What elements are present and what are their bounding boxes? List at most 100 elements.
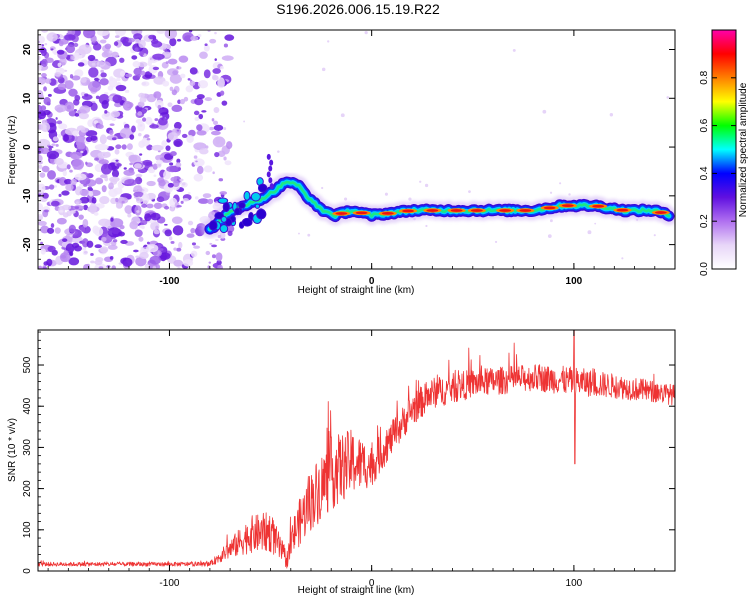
noise-speckle (95, 177, 104, 185)
noise-speckle (108, 182, 114, 190)
ridge-hotspot-core (499, 209, 512, 212)
noise-speckle (211, 244, 218, 248)
noise-speckle (38, 154, 43, 163)
noise-speckle (199, 51, 208, 59)
noise-speckle (131, 55, 138, 60)
noise-speckle (212, 68, 221, 74)
figure-title: S196.2026.006.15.19.R22 (276, 1, 440, 17)
noise-speckle (208, 261, 212, 264)
snr-y-tick-label: 400 (22, 397, 33, 414)
noise-speckle (100, 69, 104, 73)
noise-speckle (549, 219, 553, 223)
noise-speckle (73, 42, 79, 47)
ridge-hotspot-core (543, 206, 556, 210)
noise-speckle (64, 101, 75, 113)
noise-speckle (176, 129, 180, 132)
noise-speckle (90, 260, 95, 264)
noise-speckle (64, 80, 74, 90)
noise-speckle (138, 92, 145, 98)
noise-speckle (155, 159, 164, 165)
noise-speckle (186, 134, 194, 143)
noise-speckle (223, 127, 227, 131)
noise-speckle (653, 234, 656, 237)
noise-speckle (50, 200, 60, 207)
noise-speckle (38, 65, 42, 72)
noise-speckle (217, 234, 222, 239)
noise-speckle (221, 100, 228, 106)
noise-speckle (71, 75, 81, 81)
noise-speckle (47, 227, 55, 234)
noise-speckle (147, 59, 152, 67)
noise-speckle (187, 192, 191, 195)
noise-speckle (194, 97, 204, 106)
noise-speckle (213, 124, 224, 131)
spectrogram-y-tick-label: -20 (22, 237, 33, 252)
noise-speckle (321, 67, 326, 72)
noise-speckle (176, 38, 182, 42)
noise-speckle (111, 137, 117, 141)
noise-speckle (178, 241, 183, 249)
noise-speckle (119, 70, 125, 77)
noise-speckle (38, 35, 46, 44)
noise-speckle (40, 122, 51, 132)
noise-speckle (117, 197, 129, 204)
noise-speckle (180, 73, 186, 79)
noise-speckle (666, 96, 670, 99)
ridge-fragment (238, 201, 246, 209)
colorbar-tick-label: 0.6 (699, 118, 710, 132)
noise-speckle (62, 238, 68, 242)
noise-speckle (196, 130, 207, 136)
noise-speckle (217, 77, 225, 89)
snr-x-tick-label: 100 (566, 578, 583, 589)
colorbar: 0.0 0.2 0.4 0.6 0.8 Normalized spectral ampl… (699, 29, 749, 276)
noise-speckle (77, 93, 80, 96)
snr-x-label: Height of straight line (km) (298, 585, 415, 596)
noise-speckle (100, 72, 107, 78)
noise-speckle (162, 80, 170, 87)
noise-speckle (424, 183, 429, 188)
noise-speckle (133, 185, 143, 194)
noise-speckle (215, 252, 223, 262)
noise-speckle (80, 150, 84, 154)
noise-speckle (44, 209, 49, 213)
noise-speckle (207, 198, 214, 205)
noise-speckle (91, 62, 96, 66)
colorbar-tick-label: 0.4 (699, 166, 710, 180)
noise-speckle (218, 178, 224, 182)
spectrogram-y-tick-label: -10 (22, 188, 33, 203)
snr-y-tick-label: 100 (22, 521, 33, 538)
noise-speckle (223, 156, 227, 161)
noise-speckle (63, 250, 69, 256)
noise-speckle (38, 202, 44, 213)
noise-speckle (188, 129, 196, 137)
noise-speckle (46, 32, 58, 42)
noise-speckle (146, 203, 154, 209)
noise-speckle (99, 134, 107, 145)
noise-speckle (149, 255, 161, 265)
noise-speckle (214, 58, 217, 61)
colorbar-tick-label: 0.2 (699, 214, 710, 228)
ridge-hotspot-core (355, 211, 368, 215)
noise-speckle (135, 196, 143, 204)
noise-speckle (58, 193, 62, 198)
noise-speckle (340, 113, 345, 118)
ridge-hotspot-core (561, 204, 574, 207)
ridge-hotspot-core (519, 209, 532, 212)
noise-speckle (307, 233, 311, 237)
noise-speckle (87, 80, 102, 93)
noise-speckle (224, 160, 232, 166)
noise-speckle (72, 159, 85, 170)
spectrogram-y-tick-label: 10 (22, 92, 33, 104)
noise-speckle (59, 57, 67, 66)
noise-speckle (107, 244, 118, 250)
noise-speckle (212, 171, 215, 175)
noise-speckle (126, 143, 133, 150)
noise-speckle (184, 35, 193, 42)
ridge-hotspot-core (616, 208, 629, 212)
noise-speckle (621, 257, 624, 260)
noise-speckle (115, 144, 122, 150)
noise-speckle (76, 142, 86, 150)
noise-speckle (100, 174, 108, 179)
noise-speckle (172, 180, 180, 188)
noise-speckle (182, 198, 189, 202)
